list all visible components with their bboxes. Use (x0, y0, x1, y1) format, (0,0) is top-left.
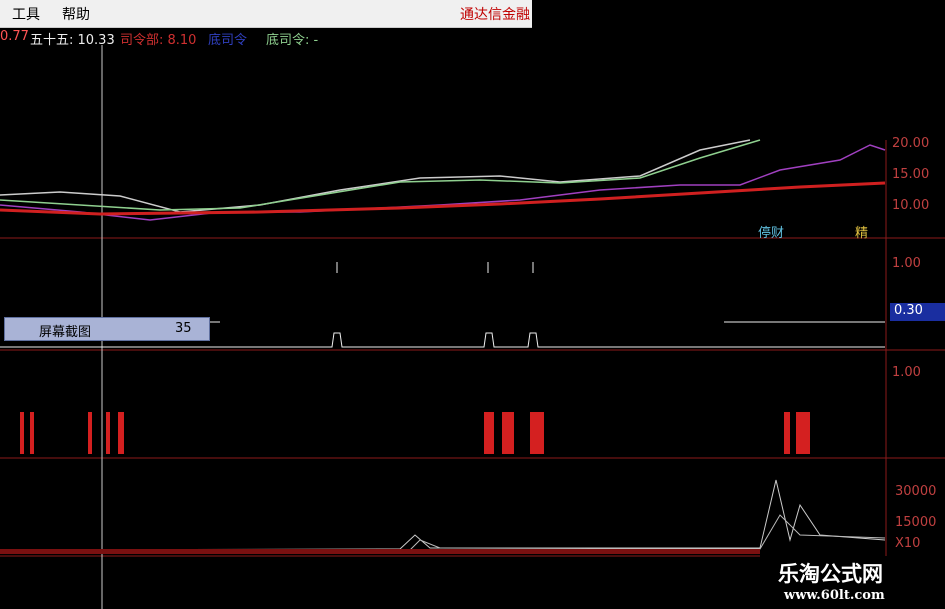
indicator: 0.77 (0, 29, 29, 44)
axis-label: 1.00 (892, 365, 921, 380)
axis-label: 15.00 (892, 167, 930, 182)
signal-bars (20, 412, 810, 454)
price-lines (0, 139, 886, 221)
marker: 精 (855, 226, 869, 241)
menu-item[interactable]: 工具 (12, 7, 40, 23)
screenshot-tip[interactable]: 屏幕截图 35 (4, 317, 210, 341)
indicator: 司令部: 8.10 (120, 33, 197, 48)
value-box: 0.30 (890, 303, 945, 321)
volume-lines (0, 479, 886, 554)
menu-bar: 工具 帮助 通达信金融 (0, 0, 532, 28)
axis-label: 1.00 (892, 256, 921, 271)
watermark-name: 乐淘公式网 (778, 562, 883, 586)
indicator: 底司令 (208, 33, 248, 48)
indicator: 五十五: 10.33 (30, 33, 115, 48)
indicator: 底司令: - (266, 33, 319, 48)
menu-item[interactable]: 帮助 (62, 7, 90, 23)
axis-label: X10 (895, 536, 921, 551)
axis-label: 15000 (895, 515, 937, 530)
watermark-url: www.60lt.com (784, 588, 885, 603)
tip-value: 35 (175, 321, 192, 336)
axis-label: 10.00 (892, 198, 930, 213)
marker: 停财 (758, 226, 785, 241)
panel-borders (0, 140, 945, 557)
window-title: 通达信金融 (460, 7, 530, 23)
tip-label: 屏幕截图 (39, 325, 92, 340)
axis-label: 30000 (895, 484, 937, 499)
watermark: 乐淘公式网 www.60lt.com (760, 556, 945, 609)
signal-lines (0, 262, 885, 348)
axis-label: 20.00 (892, 136, 930, 151)
